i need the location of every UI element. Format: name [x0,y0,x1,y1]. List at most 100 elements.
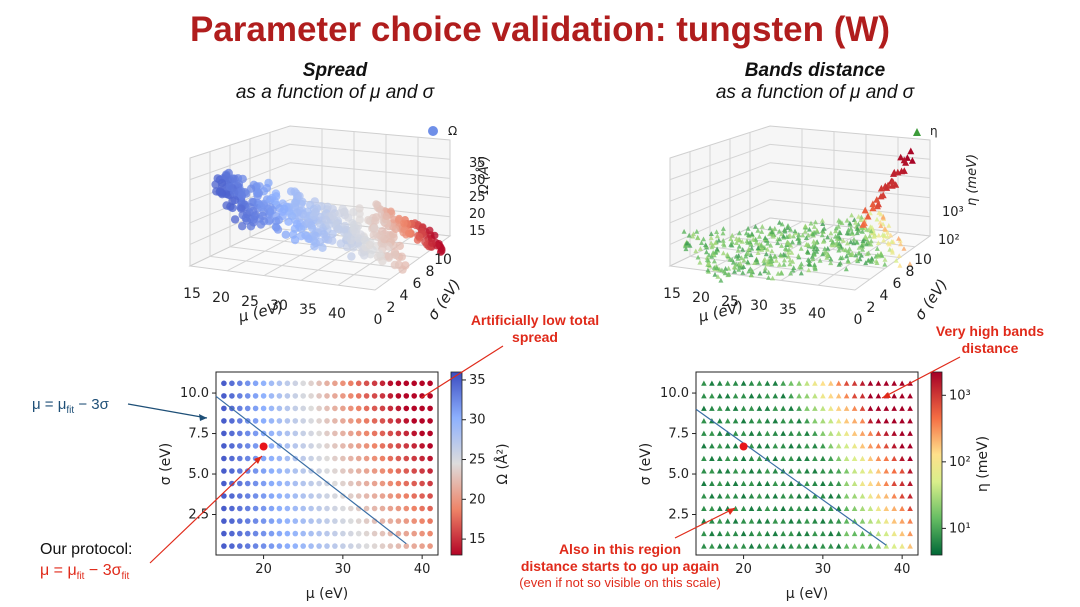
bands-2d-point [780,505,786,511]
spread-title: Spread [302,60,368,81]
bands-2d-point [851,505,858,511]
bands-2d-point [748,405,755,411]
bands-3d-point [879,191,887,199]
bands-2d-point [709,380,715,386]
bands-2d-colorbar-label: η (meV) [975,436,991,492]
bands-3d-point [743,230,749,236]
bands-3d-point [866,250,872,256]
s3-frame-grid [289,180,451,199]
bands-2d-point [717,380,723,386]
bands-3d-point [787,232,793,238]
region-line-1: Also in this region [558,541,682,557]
bands-3d-point [844,217,850,223]
bands-3d-point [753,224,758,229]
bands-3d-point [883,184,891,191]
spread-3d-ylabel: σ (eV) [424,276,465,324]
bands-3d-ztick-label: 10³ [942,205,964,220]
bands-2d-point [764,530,771,537]
spread-2d-point [355,518,362,524]
very-high-annotation: Very high bands distance [935,323,1045,356]
bands-3d-point [858,225,864,231]
spread-2d-point [237,505,243,512]
bands-2d-point [891,430,897,436]
spread-2d-point [268,480,275,487]
spread-3d-point [401,261,410,270]
spread-2d-point [268,380,275,387]
bands-3d-point [714,265,720,270]
spread-3d-point [387,207,395,216]
bands-2d-point [804,480,810,486]
bands-2d-point [796,393,802,399]
spread-3d-point [228,174,237,183]
spread-2d-point [419,455,425,462]
spread-2d-fit-line [215,395,407,545]
spread-2d-point [300,405,306,412]
bands-3d-point [876,232,882,238]
bands-3d-point [868,241,874,247]
spread-2d-point [221,380,227,387]
bands-2d-point [907,543,913,549]
spread-3d-ytick-label: 4 [400,288,409,304]
spread-2d-point [300,468,306,474]
spread-2d-point [316,455,322,462]
spread-2d-xlabel: μ (eV) [306,586,348,602]
bands-3d-point [788,226,793,232]
bands-2d-point [709,468,715,474]
spread-2d-point [403,455,410,462]
bands-3d-point [746,246,752,252]
bands-3d-point [878,211,884,217]
bands-2d-point [717,393,723,399]
spread-2d-protocol-point [259,442,268,451]
bands-2d-point [899,518,905,524]
bands-2d-point [732,380,739,386]
bands-2d-xtick-label: 20 [735,562,752,577]
bands-3d-point [782,227,788,232]
bands-2d-point [867,505,874,511]
bands-3d-point [865,257,871,263]
bands-2d-point [740,468,747,474]
spread-2d-point [268,455,275,462]
spread-3d-point [340,207,349,216]
bands-3d-point [833,233,838,239]
bands-3d-point [900,156,908,164]
bands-3d-point [810,231,816,237]
bands-2d-point [788,518,794,524]
bands-3d-point [773,257,779,263]
bands-3d-point [781,261,787,267]
b3-frame-grid [669,180,771,224]
spread-2d-point [340,405,346,412]
bands-3d-point [808,220,814,226]
bands-3d-point [798,264,804,270]
spread-2d-point [348,543,354,549]
bands-2d-point [812,443,818,449]
spread-2d-point [403,380,410,387]
spread-2d-point [244,405,251,412]
bands-2d-point [756,530,763,537]
spread-2d-point [237,518,243,524]
bands-2d-point [764,543,771,549]
bands-3d-point [741,257,747,263]
bands-3d-point [739,255,744,261]
spread-3d-point [230,215,240,224]
spread-2d-point [355,455,362,462]
bands-3d-xtick-label: 40 [808,306,826,322]
spread-3d-point [253,187,262,196]
spread-2d-point [387,418,394,424]
bands-panel-header: Bands distance as a function of μ and σ [650,60,980,104]
bands-3d-point [791,265,797,270]
spread-2d-point [363,543,370,549]
bands-2d-point [867,430,874,436]
spread-2d-point [371,393,378,399]
bands-2d-point [756,455,763,461]
spread-2d-point [371,543,378,549]
bands-3d-point [857,256,863,262]
bands-2d-point [764,393,771,399]
spread-3d-point [384,242,393,251]
bands-3d-point [828,230,834,236]
bands-3d-point [706,261,712,266]
bands-2d-colorbar-tick-label: 10³ [949,388,971,403]
bands-subtitle: as a function of μ and σ [715,82,915,103]
spread-2d-point [237,405,243,412]
bands-3d-point [786,247,792,252]
bands-3d-point [720,237,726,243]
